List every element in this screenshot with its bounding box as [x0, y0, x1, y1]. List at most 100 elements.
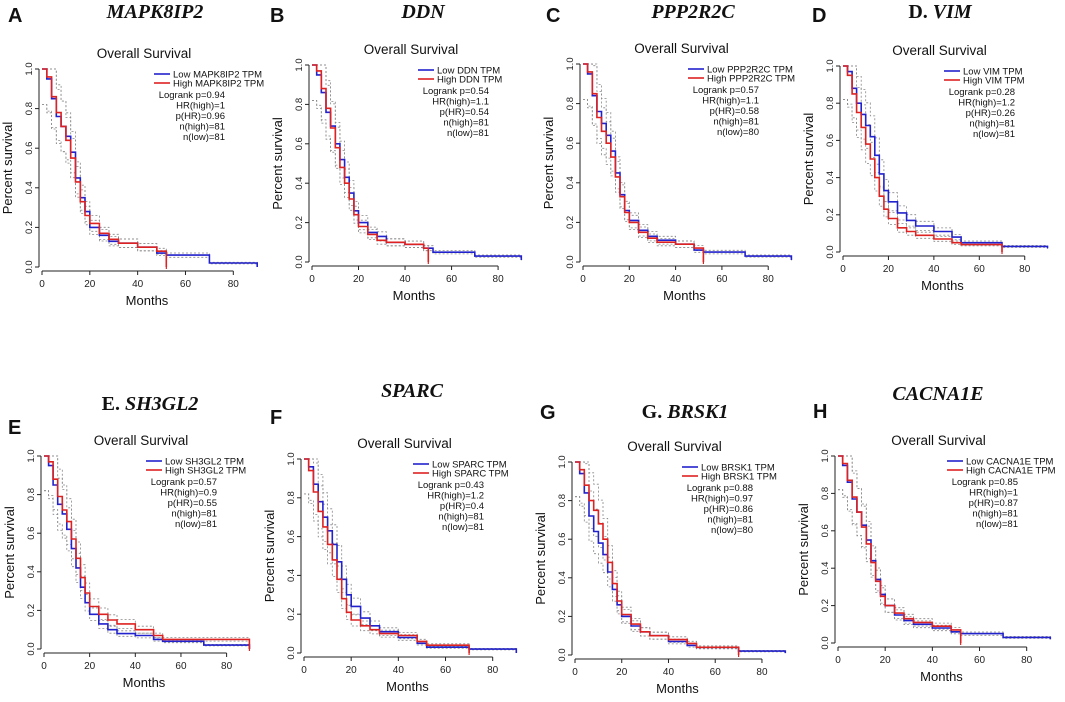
gene-heading: SPARC	[381, 380, 444, 402]
y-tick-label: 0.6	[26, 527, 37, 540]
y-tick-label: 0.6	[820, 524, 831, 537]
survival-panel-g: G G. BRSK1 Overall Survival 0.0 0.2 0.4 0.6 0.8…	[533, 401, 787, 696]
y-axis-label: Percent survival	[533, 512, 548, 605]
curves	[312, 64, 523, 264]
high-expression-curve	[583, 63, 705, 262]
gene-heading: MAPK8IP2	[106, 1, 204, 23]
y-axis-label: Percent survival	[262, 510, 277, 603]
x-tick-label: 80	[487, 665, 499, 676]
survival-panel-h: H CACNA1E Overall Survival 0.0 0.2 0.4 0.6 0.8 1…	[796, 383, 1056, 684]
legend-entry-low: Low PPP2R2C TPM	[707, 65, 793, 76]
low-expression-curve	[44, 455, 251, 649]
confidence-band	[44, 455, 250, 649]
y-tick-label: 0.8	[557, 494, 568, 507]
confidence-band	[843, 99, 1048, 249]
survival-panel-a: A MAPK8IP2 Overall Survival 0.0 0.2 0.4 0.6 0.8…	[0, 1, 264, 308]
legend-entry-high: High SPARC TPM	[432, 469, 509, 480]
legend-entry-high: High SH3GL2 TPM	[165, 466, 246, 477]
y-tick-label: 1.0	[820, 449, 831, 462]
y-tick-label: 0.6	[825, 134, 836, 147]
gene-heading: PPP2R2C	[650, 1, 735, 23]
confidence-band	[42, 68, 167, 267]
gene-name: MAPK8IP2	[106, 1, 204, 23]
confidence-band	[304, 458, 470, 653]
curves	[843, 65, 1049, 254]
y-tick-label: 1.0	[24, 62, 35, 75]
panel-label: D	[812, 5, 826, 27]
panel-label: F	[270, 407, 282, 429]
stat-line: HR(high)=1.2	[958, 98, 1015, 109]
y-tick-label: 1.0	[286, 452, 297, 465]
confidence-band	[838, 455, 1051, 639]
x-tick-label: 60	[446, 274, 458, 285]
y-tick-label: 1.0	[825, 59, 836, 72]
stat-line: n(low)=81	[973, 129, 1015, 140]
survival-panel-e: E E. SH3GL2 Overall Survival 0.0 0.2 0.4 0.6 0.…	[2, 393, 251, 690]
legend-entry-low: Low SH3GL2 TPM	[165, 457, 244, 468]
confidence-band	[312, 64, 429, 262]
x-tick-label: 0	[835, 655, 841, 666]
y-tick-label: 0.4	[557, 571, 568, 584]
confidence-band	[44, 490, 250, 649]
y-axis-label: Percent survival	[801, 113, 816, 206]
plot-title: Overall Survival	[892, 43, 987, 58]
plot-title: Overall Survival	[891, 433, 986, 448]
y-tick-label: 0.0	[557, 648, 568, 661]
confidence-band	[575, 496, 786, 654]
legend-entry-low: Low MAPK8IP2 TPM	[173, 70, 262, 81]
legend-entry-high: High BRSK1 TPM	[701, 472, 777, 483]
plot-title: Overall Survival	[627, 439, 722, 454]
gene-heading: G. BRSK1	[642, 401, 729, 423]
confidence-band	[575, 461, 786, 653]
legend-entry-low: Low CACNA1E TPM	[966, 457, 1054, 468]
high-expression-curve	[44, 455, 251, 649]
confidence-band	[42, 104, 167, 267]
x-tick-label: 20	[346, 665, 358, 676]
high-expression-curve	[304, 458, 470, 653]
x-tick-label: 20	[880, 655, 892, 666]
x-tick-label: 40	[399, 274, 411, 285]
confidence-band	[44, 490, 250, 649]
y-tick-label: 0.8	[24, 102, 35, 115]
plot-title: Overall Survival	[357, 436, 452, 451]
low-expression-curve	[575, 461, 787, 654]
x-tick-label: 0	[580, 274, 586, 285]
x-tick-label: 60	[716, 274, 728, 285]
y-tick-label: 0.2	[24, 221, 35, 234]
high-expression-curve	[312, 64, 430, 262]
y-tick-label: 0.2	[286, 608, 297, 621]
confidence-band	[838, 455, 962, 643]
confidence-band	[583, 99, 704, 262]
x-tick-label: 80	[493, 274, 505, 285]
x-tick-label: 80	[756, 667, 768, 678]
y-axis-label: Percent survival	[0, 122, 15, 215]
x-tick-label: 0	[41, 661, 47, 672]
y-tick-label: 0.6	[565, 137, 576, 150]
stat-line: Logrank p=0.94	[159, 90, 225, 101]
x-tick-label: 60	[180, 279, 192, 290]
stat-line: HR(high)=1	[969, 488, 1018, 499]
stat-line: Logrank p=0.28	[949, 87, 1015, 98]
curves	[304, 458, 518, 655]
x-axis-label: Months	[921, 278, 964, 293]
y-tick-label: 1.0	[294, 58, 305, 71]
confidence-band	[304, 458, 517, 653]
panel-label: E	[8, 417, 21, 439]
stat-line: p(HR)=0.4	[440, 501, 484, 512]
confidence-band	[312, 100, 429, 262]
confidence-band	[838, 489, 1051, 640]
stat-line: Logrank p=0.54	[423, 86, 489, 97]
stat-line: HR(high)=0.9	[160, 488, 217, 499]
y-tick-label: 0.0	[294, 255, 305, 268]
stat-line: p(HR)=0.26	[966, 108, 1015, 119]
legend-entry-high: High VIM TPM	[963, 76, 1025, 87]
stat-line: HR(high)=0.97	[691, 494, 753, 505]
y-tick-label: 0.4	[825, 171, 836, 184]
stat-line: Logrank p=0.88	[687, 483, 753, 494]
confidence-band	[312, 64, 522, 260]
